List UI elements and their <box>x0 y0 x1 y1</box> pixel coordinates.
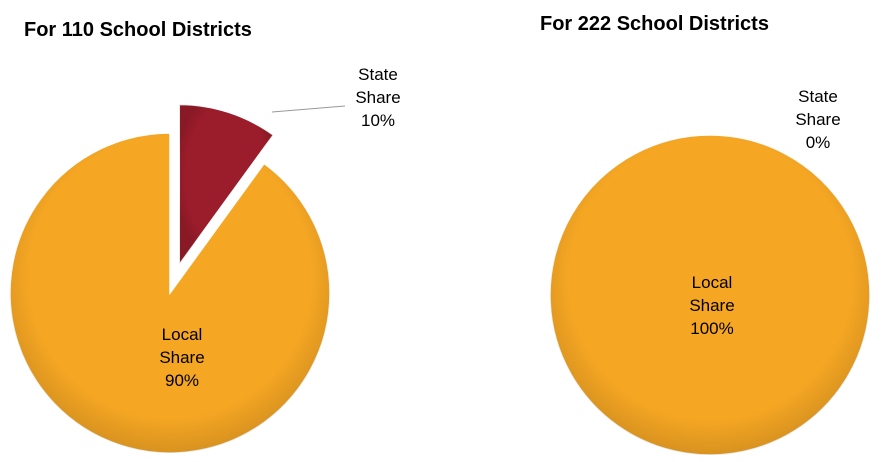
slice-label: Local Share <box>689 273 734 315</box>
value-label: 0% <box>806 133 831 152</box>
slice-label: Local Share <box>159 325 204 367</box>
chart-title: For 222 School Districts <box>540 13 769 35</box>
value-label: 100% <box>690 319 733 338</box>
slice-shade <box>179 104 274 265</box>
value-label: 90% <box>165 371 199 390</box>
slice-shade <box>549 135 870 455</box>
slice-shade <box>10 133 331 453</box>
value-label: 10% <box>361 111 395 130</box>
leader-line <box>271 105 346 113</box>
slice-label: State Share <box>355 65 400 107</box>
chart-title: For 110 School Districts <box>24 19 252 41</box>
slice-label: State Share <box>795 87 840 129</box>
